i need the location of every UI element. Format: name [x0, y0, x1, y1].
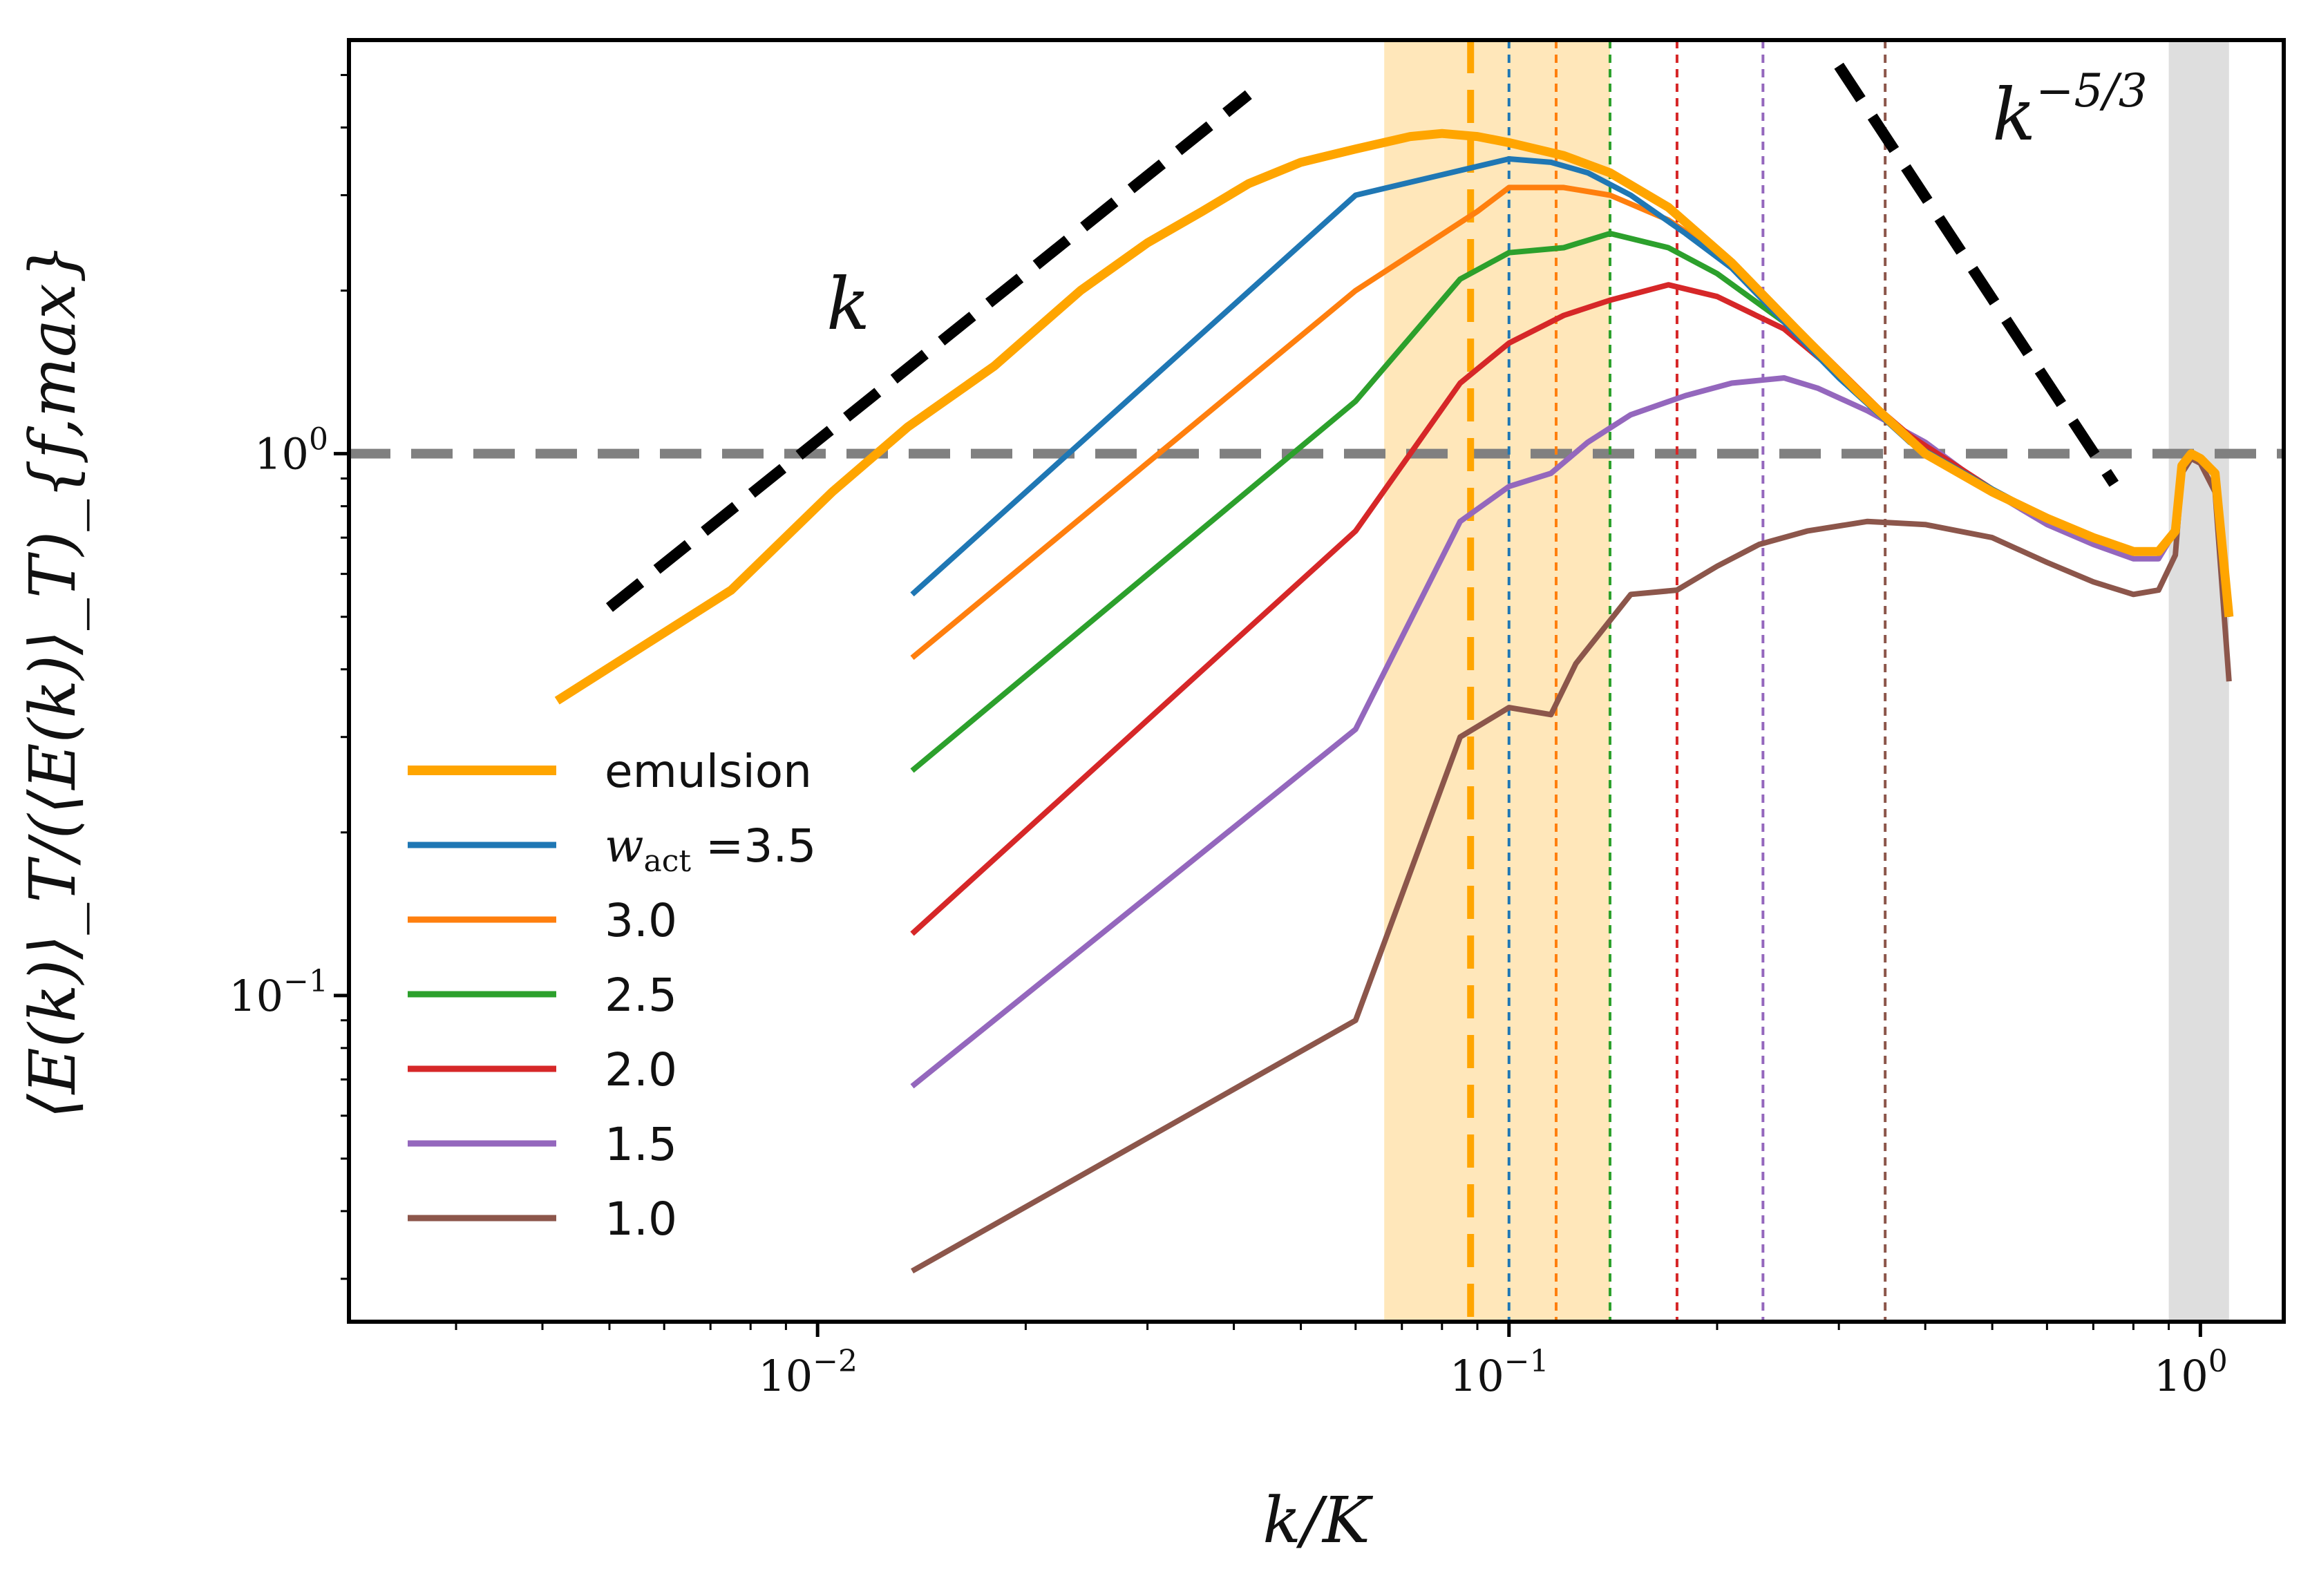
legend-label-2: 3.0	[605, 894, 677, 947]
shaded-regions	[1384, 40, 2229, 1322]
legend: emulsion wact =3.5 3.0 2.5 2.0 1.5 1.0	[408, 745, 816, 1246]
y-tick-label-0: 10−1	[229, 964, 328, 1021]
x-tick-label-2: 100	[2154, 1344, 2228, 1401]
reference-slopes	[605, 62, 2119, 612]
reference-slope-0	[605, 90, 1252, 612]
plot-frame	[347, 38, 2286, 1324]
y-tick-label-1-exp: 0	[309, 422, 328, 457]
x-tick-label-1-base: 10	[1450, 1351, 1504, 1401]
annotation-0: k	[826, 262, 870, 346]
legend-label-1-suffix: =3.5	[691, 819, 816, 873]
x-axis-label: k/K	[1262, 1483, 1374, 1557]
y-axis-label: ⟨E(k)⟩_T/(⟨E(k)⟩_T)_{f,max}	[16, 243, 90, 1119]
x-tick-label-0-exp: −2	[813, 1344, 858, 1379]
shaded-region-1	[2168, 40, 2229, 1322]
legend-label-1-main: w	[605, 819, 644, 873]
annotations: kk−5/3	[826, 64, 2148, 346]
x-tick-label-1-exp: −1	[1504, 1344, 1549, 1379]
legend-label-1-sub: act	[644, 844, 692, 879]
y-tick-label-0-exp: −1	[283, 964, 328, 999]
y-tick-label-1: 100	[254, 422, 328, 479]
annotation-1: k−5/3	[1992, 64, 2148, 157]
annotation-1-base: k	[1992, 73, 2036, 157]
legend-label-1: wact =3.5	[605, 819, 816, 879]
vertical-markers	[1467, 40, 1887, 1322]
x-tick-label-1: 10−1	[1450, 1344, 1549, 1401]
x-tick-label-0: 10−2	[758, 1344, 858, 1401]
legend-label-4: 2.0	[605, 1043, 677, 1096]
series-group	[554, 129, 2234, 1274]
x-tick-label-2-base: 10	[2154, 1351, 2208, 1401]
reference-slope-1	[1834, 62, 2119, 487]
axis-ticks	[334, 74, 2202, 1337]
y-tick-label-1-base: 10	[254, 429, 309, 479]
legend-label-6: 1.0	[605, 1193, 677, 1246]
series-line-0	[554, 129, 2234, 705]
shaded-region-0	[1384, 40, 1610, 1322]
legend-label-0: emulsion	[605, 745, 812, 798]
legend-label-3: 2.5	[605, 969, 677, 1022]
legend-label-5: 1.5	[605, 1118, 677, 1171]
annotation-1-exp: −5/3	[2036, 64, 2148, 117]
y-tick-label-0-base: 10	[229, 971, 283, 1021]
x-tick-label-2-exp: 0	[2208, 1344, 2228, 1379]
x-tick-label-0-base: 10	[758, 1351, 813, 1401]
annotation-0-base: k	[826, 262, 870, 346]
